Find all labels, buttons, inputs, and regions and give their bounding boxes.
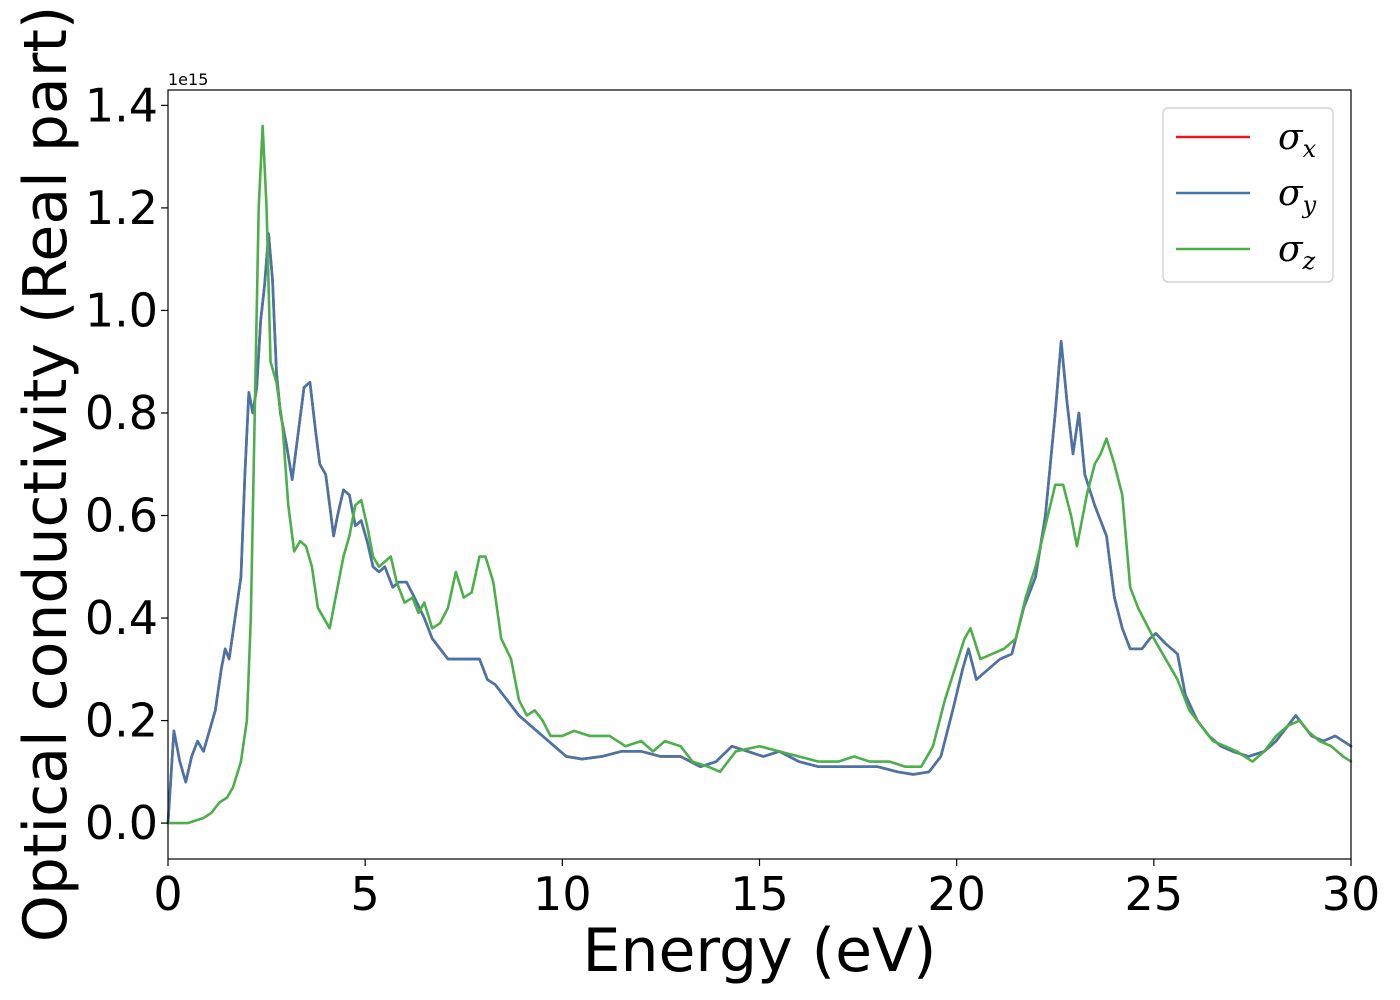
x-tick-label: 5 xyxy=(351,867,380,921)
legend-label-y: σy xyxy=(1278,173,1317,219)
legend-box xyxy=(1162,107,1334,283)
series-line-x xyxy=(166,232,1353,825)
y-tick-label: 0.2 xyxy=(85,694,158,748)
legend-label-x: σx xyxy=(1278,117,1317,163)
y-axis: 0.0 0.2 0.4 0.6 0.8 1.0 1.2 1.4 xyxy=(85,78,168,850)
x-tick-label: 30 xyxy=(1322,867,1381,921)
x-tick-label: 0 xyxy=(153,867,182,921)
x-tick-label: 25 xyxy=(1125,867,1184,921)
y-tick-label: 1.4 xyxy=(85,78,158,132)
legend: σx σy σz xyxy=(1162,107,1334,283)
y-tick-label: 1.0 xyxy=(85,283,158,337)
series-line-z xyxy=(166,124,1353,825)
y-tick-label: 0.0 xyxy=(85,796,158,850)
x-tick-label: 20 xyxy=(927,867,986,921)
y-tick-label: 0.6 xyxy=(85,489,158,543)
y-tick-label: 0.8 xyxy=(85,386,158,440)
x-tick-label: 15 xyxy=(730,867,789,921)
y-axis-label: Optical conductivity (Real part) xyxy=(11,6,81,943)
legend-label-z: σz xyxy=(1278,229,1316,275)
x-tick-label: 10 xyxy=(533,867,592,921)
y-tick-label: 1.2 xyxy=(85,181,158,235)
y-tick-label: 0.4 xyxy=(85,591,158,645)
series-line-y xyxy=(166,232,1353,825)
x-axis-label: Energy (eV) xyxy=(583,916,937,986)
x-axis: 0 5 10 15 20 25 30 xyxy=(153,859,1380,921)
y-offset-label: 1e15 xyxy=(168,70,208,89)
